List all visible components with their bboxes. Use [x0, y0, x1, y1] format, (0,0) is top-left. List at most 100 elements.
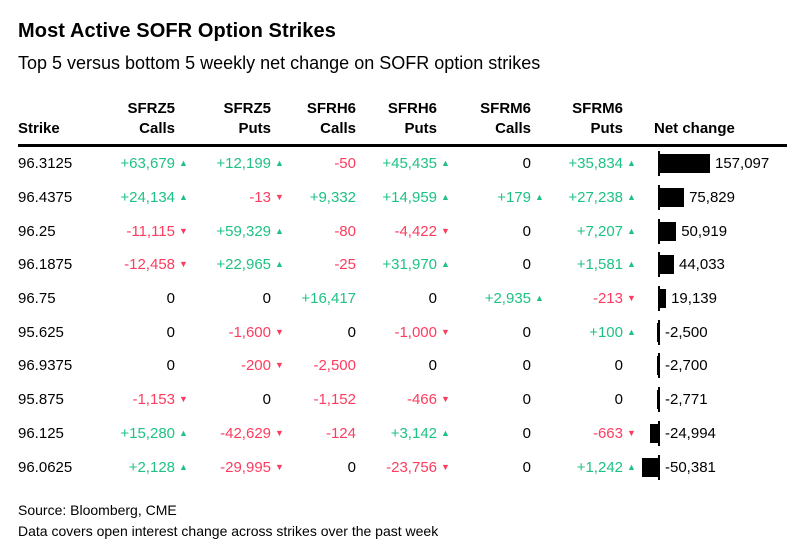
change-value: +1,581 [576, 256, 623, 274]
down-arrow-icon: ▼ [275, 326, 284, 337]
up-arrow-icon: ▲ [627, 158, 636, 169]
cell-sfrm6-puts: +35,834 ▲ [546, 155, 638, 172]
cell-strike: 96.25 [18, 223, 86, 240]
cell-net-change: -2,771 [638, 387, 787, 413]
change-value: 0 [614, 357, 623, 375]
change-value: -23,756 [386, 458, 437, 476]
down-arrow-icon: ▼ [627, 427, 636, 438]
net-change-bar [660, 289, 667, 309]
up-arrow-icon: ▲ [535, 293, 544, 304]
cell-sfrm6-calls: 0 [452, 391, 546, 408]
up-arrow-icon: ▲ [441, 192, 450, 203]
change-value: +24,134 [120, 189, 175, 207]
chart-title: Most Active SOFR Option Strikes [18, 20, 336, 42]
change-value: 0 [347, 458, 356, 476]
cell-sfrz5-calls: +15,280 ▲ [86, 425, 190, 442]
net-change-label: -2,771 [665, 391, 708, 409]
cell-sfrh6-puts: -4,422 ▼ [356, 223, 452, 240]
header-sfrz5-puts: SFRZ5 Puts [223, 100, 271, 137]
table-body: 96.3125 +63,679 ▲ +12,199 ▲ -50 +45,435 ▲ 0 +35,8… [18, 147, 787, 484]
cell-sfrh6-puts: +3,142 ▲ [356, 425, 452, 442]
net-change-axis-line [658, 286, 660, 312]
net-change-axis-line [658, 454, 660, 480]
strike-value: 96.25 [18, 222, 56, 240]
change-value: -12,458 [124, 256, 175, 274]
change-value: +35,834 [568, 155, 623, 173]
cell-sfrz5-puts: 0 [190, 290, 286, 307]
chart-subtitle: Top 5 versus bottom 5 weekly net change … [18, 53, 541, 73]
cell-sfrz5-puts: 0 [190, 391, 286, 408]
net-change-bar [660, 255, 674, 275]
cell-sfrz5-calls: +2,128 ▲ [86, 459, 190, 476]
header-sfrh6-calls: SFRH6 Calls [306, 100, 356, 137]
change-value: 0 [428, 290, 437, 308]
table-row: 96.0625 +2,128 ▲ -29,995 ▼ 0 -23,756 ▼ 0 +1,242 ▲ -… [18, 450, 787, 484]
net-change-bar [660, 188, 685, 208]
net-change-axis-line [658, 420, 660, 446]
change-value: -29,995 [220, 458, 271, 476]
cell-sfrz5-puts: -1,600 ▼ [190, 324, 286, 341]
cell-strike: 96.125 [18, 425, 86, 442]
down-arrow-icon: ▼ [441, 225, 450, 236]
change-value: -200 [240, 357, 271, 375]
up-arrow-icon: ▲ [441, 158, 450, 169]
cell-sfrh6-calls: 0 [286, 324, 356, 341]
strike-value: 96.125 [18, 424, 64, 442]
net-change-axis-line [658, 319, 660, 345]
net-change-label: 75,829 [689, 189, 735, 207]
net-change-label: -2,700 [665, 357, 708, 375]
cell-sfrz5-puts: -29,995 ▼ [190, 459, 286, 476]
change-value: +15,280 [120, 424, 175, 442]
change-value: +16,417 [301, 290, 356, 308]
change-value: 0 [614, 391, 623, 409]
cell-sfrh6-puts: +45,435 ▲ [356, 155, 452, 172]
cell-net-change: 50,919 [638, 218, 787, 244]
cell-sfrh6-calls: -25 [286, 256, 356, 273]
net-change-bar [657, 390, 658, 410]
change-value: -663 [592, 424, 623, 442]
change-value: +22,965 [216, 256, 271, 274]
chart-footer: Source: Bloomberg, CME Data covers open … [18, 500, 787, 542]
negative-bar-zone [640, 322, 658, 342]
cell-sfrz5-calls: +24,134 ▲ [86, 189, 190, 206]
net-change-bar [657, 322, 658, 342]
up-arrow-icon: ▲ [627, 192, 636, 203]
up-arrow-icon: ▲ [275, 225, 284, 236]
change-value: 0 [166, 323, 175, 341]
cell-sfrh6-puts: -466 ▼ [356, 391, 452, 408]
change-value: +100 [589, 323, 623, 341]
cell-sfrm6-calls: 0 [452, 425, 546, 442]
cell-sfrm6-calls: 0 [452, 256, 546, 273]
strike-value: 96.3125 [18, 155, 73, 173]
cell-sfrz5-calls: -1,153 ▼ [86, 391, 190, 408]
cell-sfrm6-puts: -663 ▼ [546, 425, 638, 442]
change-value: +12,199 [216, 155, 271, 173]
strike-value: 96.4375 [18, 189, 73, 207]
change-value: 0 [522, 458, 531, 476]
change-value: 0 [522, 256, 531, 274]
net-change-axis-line [658, 353, 660, 379]
down-arrow-icon: ▼ [275, 360, 284, 371]
up-arrow-icon: ▲ [441, 427, 450, 438]
net-change-label: 50,919 [681, 222, 728, 240]
net-change-label: 157,097 [715, 155, 770, 173]
down-arrow-icon: ▼ [275, 192, 284, 203]
header-sfrh6-puts: SFRH6 Puts [387, 100, 437, 137]
up-arrow-icon: ▲ [535, 192, 544, 203]
change-value: -1,153 [132, 391, 175, 409]
change-value: -213 [592, 290, 623, 308]
change-value: 0 [166, 290, 175, 308]
net-change-bar [660, 154, 710, 174]
down-arrow-icon: ▼ [179, 394, 188, 405]
strike-value: 96.1875 [18, 256, 73, 274]
up-arrow-icon: ▲ [179, 427, 188, 438]
change-value: 0 [522, 222, 531, 240]
cell-sfrh6-puts: +31,970 ▲ [356, 256, 452, 273]
net-change-label: -50,381 [665, 458, 716, 476]
up-arrow-icon: ▲ [627, 326, 636, 337]
negative-bar-zone [640, 457, 658, 477]
down-arrow-icon: ▼ [179, 225, 188, 236]
note-line: Data covers open interest change across … [18, 522, 439, 539]
cell-sfrm6-calls: +2,935 ▲ [452, 290, 546, 307]
cell-strike: 96.4375 [18, 189, 86, 206]
